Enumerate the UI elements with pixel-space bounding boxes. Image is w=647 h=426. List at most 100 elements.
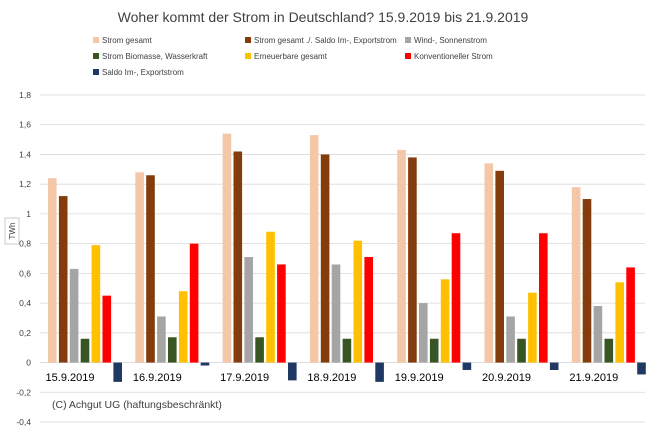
bar-wind-sonnenstrom-17-9-2019 [244,257,253,363]
bar-saldo-im-exportstrom-20-9-2019 [549,362,559,370]
x-category-label: 18.9.2019 [307,372,356,384]
x-category-label: 15.9.2019 [46,372,95,384]
bar-strom-gesamt-17-9-2019 [222,133,232,363]
bar-wind-sonnenstrom-15-9-2019 [69,268,79,363]
legend-item-konventioneller-strom: Konventioneller Strom [405,52,493,61]
y-tick-label: 1,6 [19,120,31,130]
bar-strom-gesamt-16-9-2019 [135,172,144,363]
bar-strom-gesamt-19-9-2019 [397,149,406,363]
legend-label: Konventioneller Strom [414,52,493,61]
bar-wind-sonnenstrom-16-9-2019 [157,316,166,363]
legend-item-wind-sonnenstrom: Wind-, Sonnenstrom [405,36,487,45]
bar-group-20-9-2019 [484,163,559,370]
copyright-annotation: (C) Achgut UG (haftungsbeschränkt) [52,399,222,411]
legend-swatch [93,69,99,75]
legend-label: Erneuerbare gesamt [254,52,328,61]
bar-strom-biomasse-wasserkraft-17-9-2019 [255,337,264,363]
y-axis-label-box: TWh [4,217,20,245]
legend-label: Strom gesamt ./. Saldo Im-, Exportstrom [254,36,397,45]
bar-erneuerbare-gesamt-17-9-2019 [266,231,275,363]
y-tick-label: -0,2 [16,387,31,397]
bar-saldo-im-exportstrom-19-9-2019 [462,362,472,370]
x-category-label: 16.9.2019 [133,372,182,384]
legend-swatch [93,53,99,59]
y-axis-label: TWh [8,223,17,240]
x-category-label: 21.9.2019 [569,372,618,384]
bar-strom-biomasse-wasserkraft-16-9-2019 [168,337,177,363]
bar-konventioneller-strom-21-9-2019 [626,267,635,363]
legend-label: Strom Biomasse, Wasserkraft [102,52,208,61]
legend-label: Strom gesamt [102,36,153,45]
legend-label: Saldo Im-, Exportstrom [102,68,184,77]
legend-item-saldo-im-exportstrom: Saldo Im-, Exportstrom [93,68,184,77]
y-tick-label: 0,2 [19,328,31,338]
legend-item-strom-biomasse-wasserkraft: Strom Biomasse, Wasserkraft [93,52,208,61]
bar-konventioneller-strom-18-9-2019 [364,257,373,363]
bar-strom-gesamt-saldo-im-exportstrom-19-9-2019 [408,157,417,363]
y-tick-label: 0,8 [19,239,31,249]
x-category-label: 17.9.2019 [220,372,269,384]
bar-erneuerbare-gesamt-20-9-2019 [528,292,537,363]
legend-swatch [245,37,251,43]
bar-erneuerbare-gesamt-19-9-2019 [440,279,450,363]
y-axis-ticks: -0,4 -0,2 0 0,2 0,4 0,6 0,8 1 1,2 1,4 1,6 1,8 [16,90,31,426]
bar-strom-biomasse-wasserkraft-15-9-2019 [80,338,90,363]
x-category-label: 20.9.2019 [482,372,531,384]
bar-strom-biomasse-wasserkraft-20-9-2019 [517,338,526,363]
chart-title: Woher kommt der Strom in Deutschland? 15… [118,9,529,25]
legend-swatch [405,37,411,43]
y-tick-label: 1 [26,209,31,219]
bar-saldo-im-exportstrom-17-9-2019 [288,362,297,381]
bar-erneuerbare-gesamt-16-9-2019 [178,291,188,363]
y-tick-label: 0,4 [19,298,31,308]
bar-saldo-im-exportstrom-15-9-2019 [113,362,122,382]
legend-swatch [245,53,251,59]
bar-strom-biomasse-wasserkraft-18-9-2019 [342,338,352,363]
bar-saldo-im-exportstrom-18-9-2019 [375,362,384,382]
bar-strom-gesamt-saldo-im-exportstrom-16-9-2019 [146,175,155,363]
legend-swatch [405,53,411,59]
bar-strom-gesamt-21-9-2019 [571,187,581,363]
legend-label: Wind-, Sonnenstrom [414,36,487,45]
bar-wind-sonnenstrom-20-9-2019 [506,316,515,363]
bar-group-21-9-2019 [571,187,646,375]
bar-strom-gesamt-15-9-2019 [48,178,57,363]
bar-group-18-9-2019 [309,135,384,382]
bar-konventioneller-strom-19-9-2019 [451,233,461,363]
bar-strom-gesamt-saldo-im-exportstrom-18-9-2019 [320,154,330,363]
bar-group-15-9-2019 [48,178,122,382]
bar-konventioneller-strom-16-9-2019 [189,243,199,363]
bar-erneuerbare-gesamt-21-9-2019 [615,282,624,363]
bar-konventioneller-strom-15-9-2019 [102,295,112,363]
bar-strom-gesamt-saldo-im-exportstrom-20-9-2019 [495,170,504,363]
y-tick-label: 1,8 [19,90,31,100]
bar-group-19-9-2019 [397,149,472,370]
bar-saldo-im-exportstrom-21-9-2019 [637,362,646,375]
y-axis-label-frame [4,217,20,245]
bar-strom-biomasse-wasserkraft-19-9-2019 [429,338,439,363]
bar-wind-sonnenstrom-21-9-2019 [593,306,603,363]
legend-item-erneuerbare-gesamt: Erneuerbare gesamt [245,52,328,61]
y-tick-label: 0,6 [19,268,31,278]
y-tick-label: 0 [26,358,31,368]
bar-strom-gesamt-saldo-im-exportstrom-17-9-2019 [233,151,243,363]
bar-group-16-9-2019 [135,172,210,366]
bar-strom-gesamt-18-9-2019 [309,135,319,363]
y-tick-label: -0,4 [16,417,31,426]
legend-item-strom-gesamt-saldo-im-exportstrom: Strom gesamt ./. Saldo Im-, Exportstrom [245,36,397,45]
x-axis-categories: 15.9.2019 16.9.2019 17.9.2019 18.9.2019 19.9… [46,372,619,384]
bar-konventioneller-strom-17-9-2019 [277,264,286,363]
bar-konventioneller-strom-20-9-2019 [539,233,548,363]
bar-strom-biomasse-wasserkraft-21-9-2019 [604,338,614,363]
bar-strom-gesamt-saldo-im-exportstrom-15-9-2019 [58,196,68,363]
bar-strom-gesamt-saldo-im-exportstrom-21-9-2019 [582,199,592,363]
bars [48,133,646,382]
bar-saldo-im-exportstrom-16-9-2019 [200,362,210,366]
bar-wind-sonnenstrom-18-9-2019 [331,264,341,363]
bar-erneuerbare-gesamt-18-9-2019 [353,240,363,363]
y-tick-label: 1,2 [19,179,31,189]
bar-erneuerbare-gesamt-15-9-2019 [91,245,101,363]
bar-group-17-9-2019 [222,133,297,381]
